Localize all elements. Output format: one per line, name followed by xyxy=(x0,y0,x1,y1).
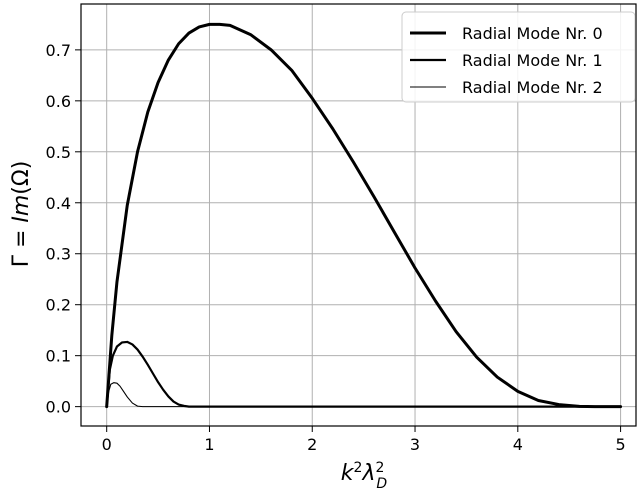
x-tick-label: 2 xyxy=(307,435,317,454)
legend-frame xyxy=(401,11,636,103)
x-tick-label: 5 xyxy=(615,435,625,454)
y-tick-label: 0.5 xyxy=(46,143,71,162)
y-tick-label: 0.1 xyxy=(46,347,71,366)
y-tick-label: 0.2 xyxy=(46,296,71,315)
x-tick-label: 3 xyxy=(410,435,420,454)
x-tick-label: 1 xyxy=(204,435,214,454)
plot-frame xyxy=(80,3,637,427)
y-tick-label: 0.7 xyxy=(46,41,71,60)
x-tick-label: 0 xyxy=(102,435,112,454)
series-line-0 xyxy=(105,22,623,409)
legend-label-0: Radial Mode Nr. 0 xyxy=(462,24,603,43)
y-tick-label: 0.6 xyxy=(46,92,71,111)
axis-ticks: 0 1 2 3 4 5 0.0 0.1 0.2 0.3 0.4 0.5 0.6 0.7 xyxy=(46,41,626,454)
series-line-2 xyxy=(106,382,622,408)
legend: Radial Mode Nr. 0 Radial Mode Nr. 1 Radial… xyxy=(401,11,636,103)
legend-label-2: Radial Mode Nr. 2 xyxy=(462,78,603,97)
x-axis-label: k2λ2 D xyxy=(341,460,388,492)
y-tick-label: 0.0 xyxy=(46,398,71,417)
x-tick-label: 4 xyxy=(513,435,523,454)
y-tick-label: 0.4 xyxy=(46,194,71,213)
legend-label-1: Radial Mode Nr. 1 xyxy=(462,51,603,70)
y-tick-label: 0.3 xyxy=(46,245,71,264)
series-lines xyxy=(105,22,623,409)
series-line-1 xyxy=(105,340,622,408)
y-axis-label: Γ = Im(Ω) xyxy=(9,161,34,268)
